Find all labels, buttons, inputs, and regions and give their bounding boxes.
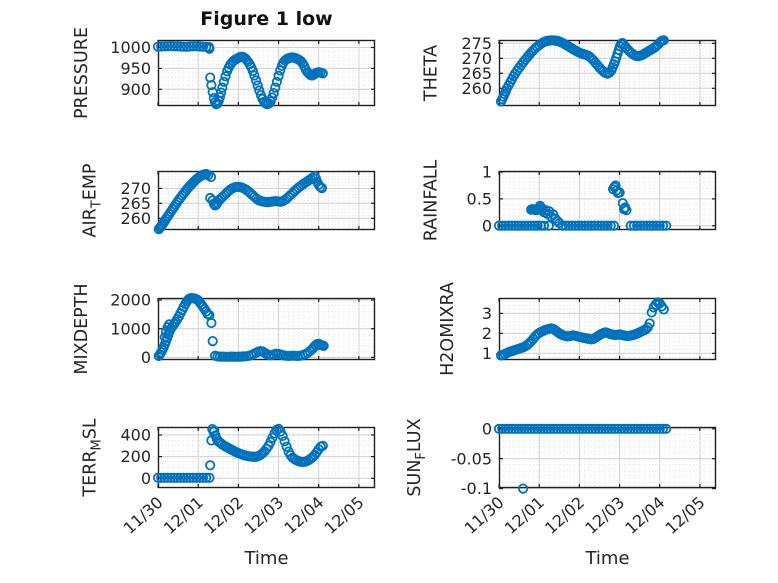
svg-text:2: 2: [482, 324, 492, 343]
svg-text:12/01: 12/01: [160, 493, 207, 538]
x-axis-label-left: Time: [244, 548, 289, 569]
svg-text:1000: 1000: [110, 38, 151, 57]
subplot-theta: 260 265 270 275 THETA: [421, 34, 717, 107]
svg-text:2000: 2000: [110, 291, 151, 310]
svg-text:0: 0: [482, 216, 492, 235]
subplot-sun-flux: -0.1 -0.05 0 11/30 12/01 12/02 12/03 12/04 12/05…: [405, 418, 717, 538]
svg-text:12/04: 12/04: [621, 493, 668, 538]
svg-text:12/03: 12/03: [240, 493, 287, 538]
svg-text:11/30: 11/30: [120, 493, 167, 538]
svg-text:12/02: 12/02: [200, 493, 247, 538]
svg-text:H2OMIXRA: H2OMIXRA: [438, 282, 458, 376]
subplot-terr-msl: 0 200 400 11/30 12/01 12/02 12/03 12/04 12/05 TER…: [80, 418, 376, 538]
svg-text:1: 1: [482, 344, 492, 363]
svg-text:0: 0: [141, 469, 151, 488]
svg-text:950: 950: [120, 59, 151, 78]
svg-text:900: 900: [120, 80, 151, 99]
svg-text:-0.1: -0.1: [461, 479, 492, 498]
subplot-h2omixra-svg: 123 H2OMIXRA: [438, 282, 717, 376]
svg-text:12/04: 12/04: [280, 493, 327, 538]
svg-text:RAINFALL: RAINFALL: [421, 159, 441, 241]
svg-text:12/03: 12/03: [581, 493, 628, 538]
svg-text:265: 265: [461, 64, 492, 83]
svg-text:275: 275: [461, 34, 492, 53]
svg-text:PRESSURE: PRESSURE: [72, 27, 92, 119]
subplot-mixdepth-svg: 0 1000 2000 MIXDEPTH: [72, 283, 376, 375]
svg-text:400: 400: [120, 426, 151, 445]
subplot-pressure-svg: 900 950 1000 PRESSURE: [72, 27, 376, 119]
svg-text:THETA: THETA: [421, 45, 441, 102]
subplot-mixdepth: 0 1000 2000 MIXDEPTH: [72, 283, 376, 375]
svg-text:270: 270: [120, 179, 151, 198]
svg-text:3: 3: [482, 304, 492, 323]
subplot-rainfall: 0 0.5 1 RAINFALL: [421, 159, 717, 241]
svg-text:SUNFLUX: SUNFLUX: [405, 418, 429, 496]
svg-text:12/05: 12/05: [662, 493, 709, 538]
svg-text:-0.05: -0.05: [451, 449, 492, 468]
svg-text:MIXDEPTH: MIXDEPTH: [72, 283, 92, 374]
svg-text:260: 260: [120, 209, 151, 228]
figure-title: Figure 1 low: [200, 8, 333, 30]
subplot-rainfall-svg: 0 0.5 1 RAINFALL: [421, 159, 717, 241]
svg-text:0: 0: [482, 419, 492, 438]
svg-text:200: 200: [120, 447, 151, 466]
svg-text:11/30: 11/30: [461, 493, 508, 538]
svg-text:TERRMSL: TERRMSL: [80, 418, 104, 497]
svg-text:12/01: 12/01: [501, 493, 548, 538]
svg-text:260: 260: [461, 79, 492, 98]
svg-text:265: 265: [120, 194, 151, 213]
svg-text:AIRTEMP: AIRTEMP: [80, 164, 104, 238]
svg-text:0: 0: [141, 348, 151, 367]
subplot-sun-flux-svg: -0.1 -0.05 0 11/3012/0112/0212/0312/0412/05…: [405, 418, 717, 538]
svg-text:1000: 1000: [110, 319, 151, 338]
x-axis-label-right: Time: [585, 548, 630, 569]
svg-text:12/05: 12/05: [321, 493, 368, 538]
subplot-pressure: 900 950 1000 PRESSURE: [72, 27, 376, 119]
svg-text:0.5: 0.5: [467, 190, 492, 209]
subplot-air-temp: 260 265 270 AIRTEMP: [80, 164, 376, 237]
svg-text:12/02: 12/02: [541, 493, 588, 538]
svg-text:270: 270: [461, 49, 492, 68]
svg-text:1: 1: [482, 163, 492, 182]
subplot-h2omixra: 1 2 3 H2OMIXRA: [438, 282, 717, 376]
